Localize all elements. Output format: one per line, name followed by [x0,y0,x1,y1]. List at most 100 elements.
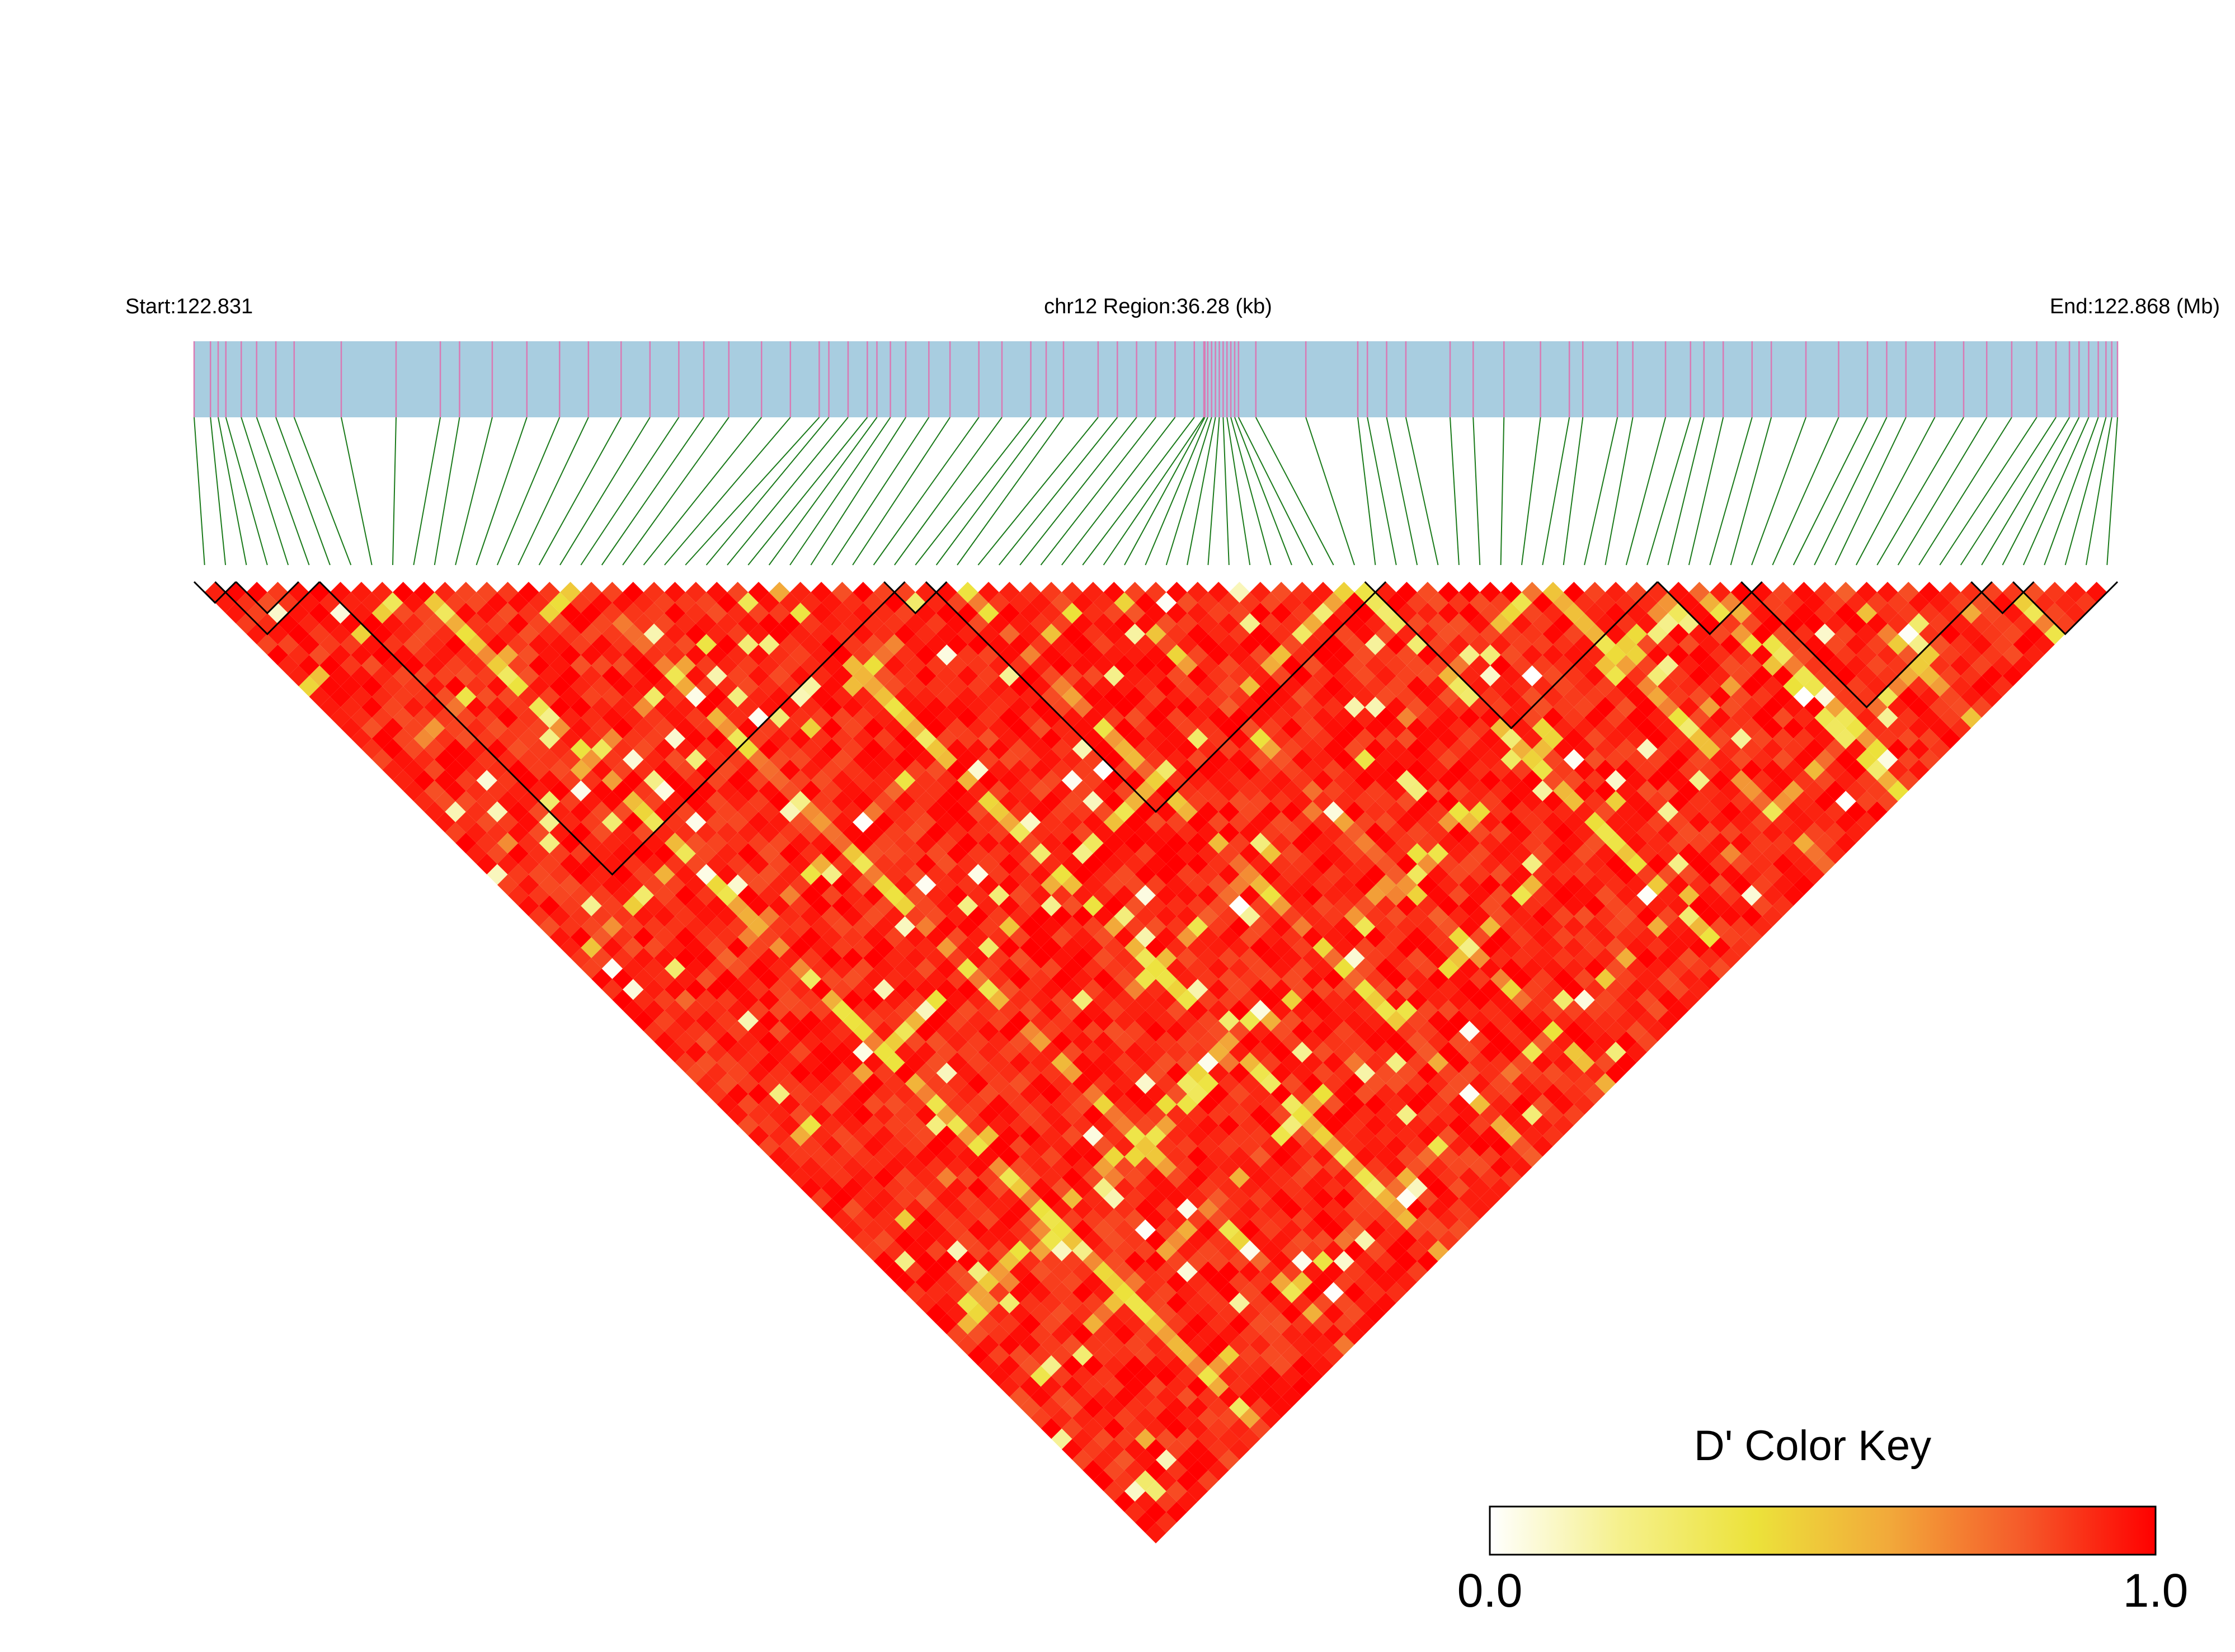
ld-cell [643,686,665,708]
ld-cell [1605,749,1626,770]
ld-cell [1197,780,1219,802]
ld-cell [1354,644,1376,666]
ld-cell [1093,1240,1114,1262]
ld-cell [1856,665,1878,686]
ld-cell [1636,717,1658,739]
ld-cell [1542,582,1564,603]
ld-cell [1124,623,1146,645]
ld-cell [1281,1114,1302,1136]
ld-cell [800,696,822,718]
ld-cell [957,1125,978,1146]
ld-cell [1783,634,1804,655]
ld-cell [1636,696,1658,718]
ld-cell [1229,1250,1250,1272]
ld-cell [1396,1209,1418,1230]
ld-cell [1532,759,1554,781]
ld-cell [1009,1219,1031,1241]
ld-cell [1406,759,1428,781]
ld-cell [1730,603,1752,624]
ld-cell [1281,1156,1302,1178]
ld-cell [1574,989,1595,1011]
ld-cell [1229,1042,1250,1063]
ld-cell [811,1188,832,1209]
ld-cell [1218,1031,1240,1052]
ld-cell [1197,676,1219,697]
ld-cell [330,623,351,645]
ld-cell [1574,947,1595,969]
ld-cell [1239,864,1260,885]
ld-cell [1448,864,1470,885]
ld-cell [1208,1188,1229,1209]
ld-cell [1636,989,1658,1011]
ld-cell [1480,1062,1501,1084]
ld-cell [1688,958,1710,980]
ld-cell [1135,1324,1156,1345]
ld-cell [1229,1104,1250,1126]
ld-cell [1699,738,1720,760]
ld-cell [1678,843,1700,864]
ld-cell [1239,1219,1260,1241]
ld-cell [999,770,1020,791]
ld-cell [1229,728,1250,749]
ld-cell [1877,770,1898,791]
haplotype-block [1740,581,1993,709]
ld-cell [957,812,978,833]
ld-cell [1323,1094,1344,1115]
ld-cell [1333,812,1355,833]
ld-cell [1469,801,1490,822]
ld-cell [758,634,780,655]
ld-cell [999,1355,1020,1377]
ld-cell [1364,676,1386,697]
color-key-max-label: 1.0 [2123,1564,2189,1617]
ld-cell [1720,634,1742,655]
ld-cell [853,582,874,603]
ld-cell [1135,1282,1156,1303]
ld-cell [999,1272,1020,1293]
ld-cell [1458,1062,1480,1084]
ld-cell [1574,613,1595,634]
ld-cell [1239,1366,1260,1387]
ld-cell [1375,916,1396,938]
ld-cell [675,1052,696,1074]
ld-cell [1208,582,1229,603]
ld-cell [915,1104,937,1126]
haplotype-block [2012,581,2119,636]
ld-cell [1187,644,1208,666]
ld-cell [978,1355,999,1377]
ld-cell [1448,1178,1470,1199]
ld-cell [1605,644,1626,666]
ld-cell [1250,1355,1271,1377]
ld-cell [601,665,623,686]
ld-cell [424,634,445,655]
ld-cell [1323,655,1344,676]
ld-cell [1835,644,1856,666]
ld-cell [1616,696,1637,718]
ld-cell [873,1230,895,1251]
ld-cell [1103,1146,1124,1168]
ld-cell [1041,1418,1062,1439]
ld-cell [1636,822,1658,844]
snp-connector [241,417,289,566]
ld-cell [1469,947,1490,969]
ld-cell [559,853,581,875]
ld-cell [1271,1062,1292,1084]
snp-connector [1222,417,1230,566]
ld-cell [1218,1198,1240,1220]
ld-cell [1093,1198,1114,1220]
ld-cell [1166,1042,1188,1063]
ld-cell [1605,665,1626,686]
ld-cell [1041,1020,1062,1042]
ld-cell [1271,665,1292,686]
ld-cell [1626,790,1648,812]
ld-cell [758,676,780,697]
ld-cell [1574,1031,1595,1052]
ld-cell [1647,770,1668,791]
ld-cell [549,676,571,697]
ld-cell [559,895,581,916]
ld-cell [1302,989,1323,1011]
ld-cell [1166,853,1188,875]
ld-cell [1333,1313,1355,1335]
ld-cell [1239,738,1260,760]
ld-cell [1480,1020,1501,1042]
ld-cell [1417,1146,1438,1168]
